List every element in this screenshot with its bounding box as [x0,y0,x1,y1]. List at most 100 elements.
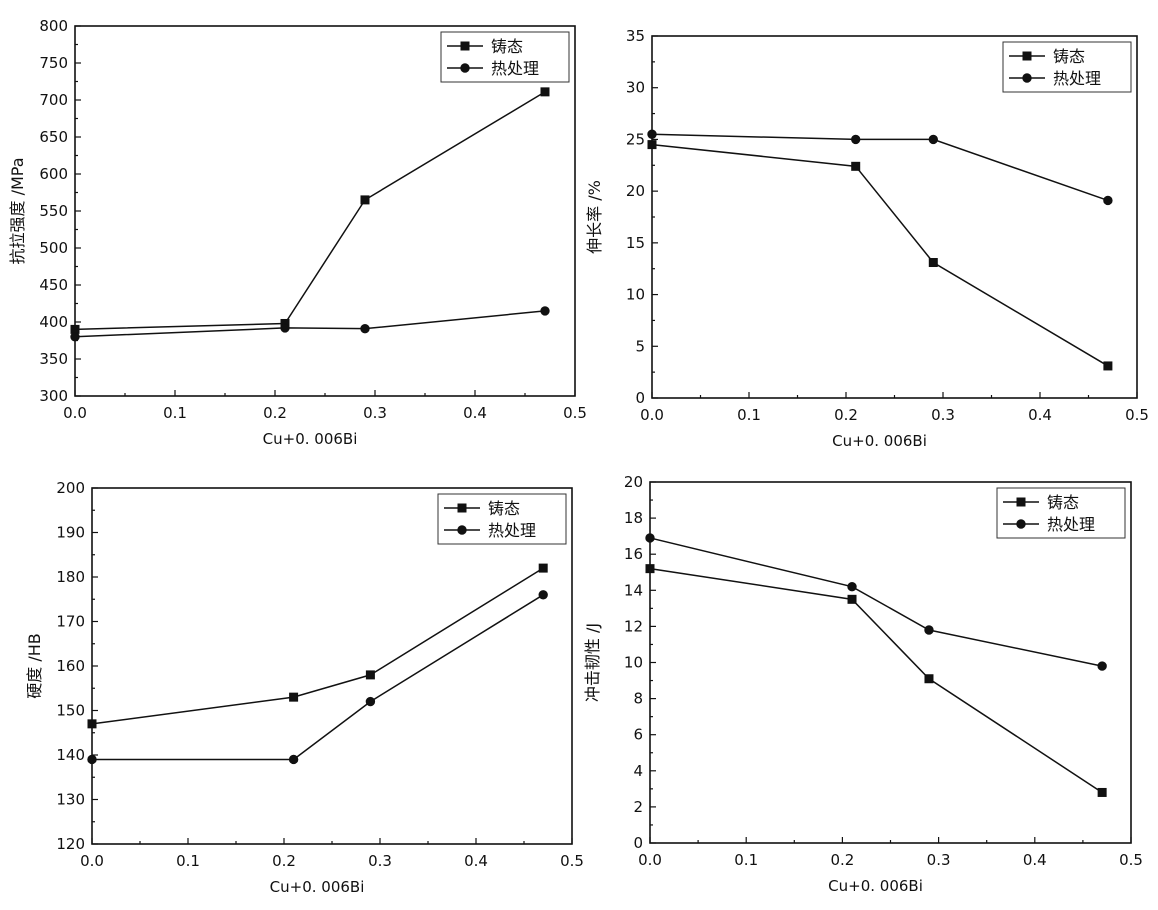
y-tick-label: 16 [624,545,643,563]
data-point-circle [645,533,655,543]
legend-label: 热处理 [1053,69,1101,88]
y-axis-title: 硬度 /HB [25,633,44,699]
y-axis-title: 伸长率 /% [585,180,604,254]
legend-label: 热处理 [491,59,539,78]
y-tick-label: 450 [39,276,68,294]
y-tick-label: 4 [633,762,643,780]
y-tick-label: 2 [633,798,643,816]
data-point-square [289,692,299,702]
legend-label: 铸态 [1053,47,1085,66]
x-tick-label: 0.1 [734,851,758,869]
x-tick-label: 0.5 [563,404,587,422]
x-tick-label: 0.5 [560,852,584,870]
x-tick-label: 0.4 [1023,851,1047,869]
y-tick-label: 800 [39,17,68,35]
x-tick-label: 0.2 [834,406,858,424]
x-axis-title: Cu+0. 006Bi [828,877,923,895]
y-tick-label: 35 [626,27,645,45]
legend-marker-square [460,41,470,51]
series-heat-treated [645,533,1107,671]
data-point-circle [851,134,861,145]
y-tick-label: 500 [39,239,68,257]
y-tick-label: 400 [39,313,68,331]
data-point-square [1097,787,1107,797]
y-tick-label: 170 [56,613,85,631]
y-tick-label: 12 [624,617,643,635]
data-point-circle [280,323,290,333]
x-tick-label: 0.0 [63,404,87,422]
series-line [74,310,546,338]
x-tick-label: 0.3 [363,404,387,422]
x-tick-label: 0.4 [463,404,487,422]
y-tick-label: 20 [624,473,643,491]
legend-marker-circle [460,63,470,73]
data-point-square [540,87,550,97]
y-tick-label: 650 [39,128,68,146]
x-axis-title: Cu+0. 006Bi [832,432,927,450]
data-point-circle [365,696,376,707]
series-heat-treated [87,590,548,765]
legend-label: 铸态 [491,37,523,56]
data-point-square [360,195,370,205]
data-point-square [645,564,655,574]
y-tick-label: 750 [39,54,68,72]
series-as-cast [645,564,1107,797]
data-point-circle [360,323,370,334]
y-tick-label: 120 [56,835,85,853]
x-axis-title: Cu+0. 006Bi [263,430,358,448]
x-tick-label: 0.4 [1028,406,1052,424]
y-tick-label: 8 [633,690,643,708]
series-as-cast [70,87,550,334]
y-tick-label: 6 [633,726,643,744]
y-tick-label: 300 [39,387,68,405]
chart-panel-2: 0.0 0.1 0.2 0.3 0.4 0.5 0 5 10 15 20 25 30 35 Cu+0. 00… [585,27,1149,450]
y-tick-label: 18 [624,509,643,527]
data-point-circle [540,306,550,316]
series-line [651,133,1109,202]
legend-box [996,487,1126,539]
y-tick-label: 150 [56,702,85,720]
data-point-square [647,140,657,150]
series-line [92,594,544,761]
series-line [74,91,546,331]
x-tick-label: 0.3 [368,852,392,870]
chart-panel-1: 0.0 0.1 0.2 0.3 0.4 0.5 300 350 400 450 500 550 600 6… [8,17,587,448]
x-tick-label: 0.1 [163,404,187,422]
y-tick-label: 130 [56,791,85,809]
data-point-circle [847,581,857,592]
series-line [649,537,1103,667]
y-tick-label: 200 [56,479,85,497]
y-tick-label: 550 [39,202,68,220]
x-tick-label: 0.2 [272,852,296,870]
y-tick-label: 190 [56,524,85,542]
legend-box [440,31,570,83]
legend-marker-square [1022,51,1032,61]
legend-marker-circle [457,525,467,535]
data-point-square [87,719,97,729]
y-tick-label: 10 [624,654,643,672]
y-tick-label: 25 [626,130,645,148]
x-tick-label: 0.5 [1125,406,1149,424]
chart-panel-3: 0.0 0.1 0.2 0.3 0.4 0.5 120 130 140 150 160 170 180 1… [25,479,584,896]
x-axis-title: Cu+0. 006Bi [270,878,365,896]
chart-panel-4: 0.0 0.1 0.2 0.3 0.4 0.5 0 2 4 6 8 10 12 14 16 18 20 Cu+0.… [583,473,1143,895]
legend-marker-square [1016,497,1026,507]
legend-marker-circle [1022,73,1032,83]
data-point-circle [70,332,80,342]
y-tick-label: 140 [56,746,85,764]
series-line [91,567,544,725]
x-tick-label: 0.0 [80,852,104,870]
x-tick-label: 0.3 [931,406,955,424]
y-tick-label: 0 [633,834,643,852]
series-as-cast [647,140,1113,371]
data-point-square [928,258,938,268]
legend-marker-square [457,503,467,513]
x-tick-label: 0.2 [263,404,287,422]
data-point-square [365,670,375,680]
y-tick-label: 20 [626,182,645,200]
x-tick-label: 0.0 [638,851,662,869]
y-tick-label: 700 [39,91,68,109]
